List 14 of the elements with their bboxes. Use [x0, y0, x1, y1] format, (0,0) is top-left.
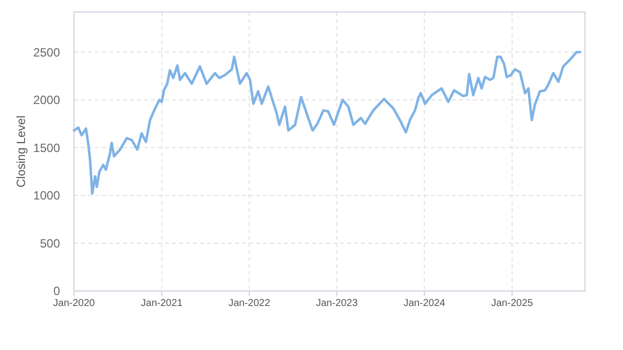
y-tick-label: 0 — [53, 284, 60, 298]
x-tick-label: Jan-2025 — [491, 298, 534, 309]
y-tick-label: 1000 — [33, 188, 60, 203]
x-tick-label: Jan-2020 — [53, 298, 96, 309]
y-axis-title: Closing Level — [14, 115, 28, 188]
x-tick-label: Jan-2024 — [403, 298, 446, 309]
y-tick-label: 2500 — [33, 45, 60, 60]
y-tick-label: 2000 — [33, 93, 60, 108]
x-tick-label: Jan-2021 — [140, 298, 184, 309]
x-tick-label: Jan-2022 — [228, 298, 271, 309]
x-tick-label: Jan-2023 — [316, 298, 358, 309]
y-tick-label: 500 — [40, 236, 60, 250]
y-tick-label: 1500 — [33, 140, 60, 155]
line-series — [72, 50, 582, 195]
